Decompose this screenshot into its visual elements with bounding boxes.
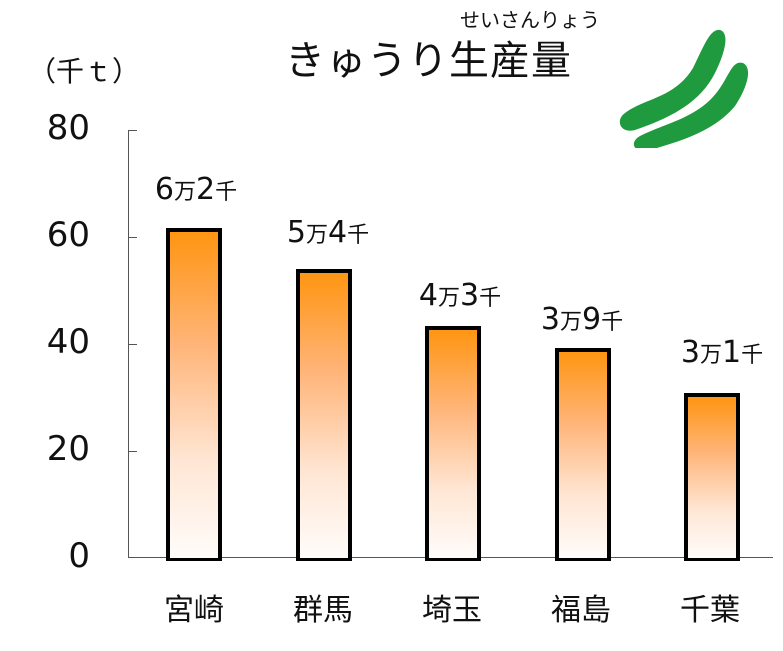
y-tick-60: 60: [46, 215, 90, 255]
y-tick-40: 40: [46, 322, 90, 362]
bar-chiba: [684, 393, 740, 561]
category-label-gunma: 群馬: [293, 593, 353, 628]
cucumber-icon: [619, 29, 749, 148]
bar-miyazaki: [166, 228, 222, 561]
y-tick-mark: [128, 130, 137, 131]
category-label-fukushima: 福島: [551, 593, 611, 628]
y-tick-mark: [128, 451, 137, 452]
category-label-saitama: 埼玉: [422, 593, 482, 628]
value-label: 5万4千: [286, 215, 370, 250]
value-label: 3万9千: [540, 302, 624, 337]
value-label: 3万1千: [680, 335, 764, 370]
value-label: 6万2千: [154, 172, 238, 207]
category-label-miyazaki: 宮崎: [164, 593, 224, 628]
title-ruby: せいさんりょう: [460, 8, 600, 32]
value-label: 4万3千: [418, 278, 502, 313]
bar-gunma: [296, 269, 352, 561]
y-tick-mark: [128, 237, 137, 238]
y-tick-80: 80: [46, 108, 90, 148]
bar-fukushima: [555, 348, 611, 561]
y-tick-0: 0: [68, 536, 90, 576]
category-label-chiba: 千葉: [680, 593, 740, 628]
y-tick-mark: [128, 344, 137, 345]
bar-saitama: [425, 326, 481, 561]
chart-title: きゅうり生産量: [285, 38, 572, 84]
y-tick-20: 20: [46, 429, 90, 469]
y-axis-unit-label: （千ｔ）: [28, 55, 141, 88]
